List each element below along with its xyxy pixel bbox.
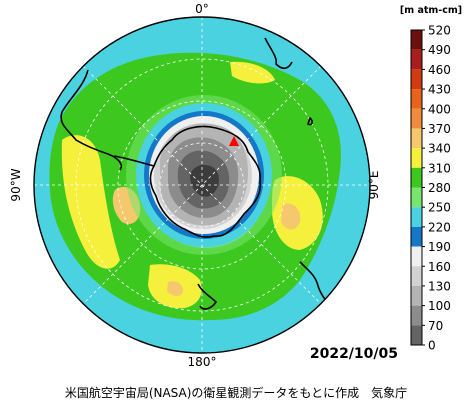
longitude-label-left: 90°W: [9, 168, 23, 201]
colorbar-band-310: [411, 167, 422, 188]
longitude-label-right: 90°E: [367, 171, 381, 200]
colorbar-unit: [m atm-cm]: [400, 5, 462, 16]
colorbar-tick-label: 220: [428, 220, 451, 234]
colorbar-frame: [410, 29, 423, 346]
ozone-spot-orange-2: [281, 203, 301, 230]
ozone-band-green: [49, 52, 341, 321]
colorbar-band-520: [411, 30, 422, 50]
colorbar-band-370: [411, 128, 422, 149]
station-marker: [229, 136, 239, 146]
ozone-spot-orange-3: [167, 281, 184, 296]
colorbar-tick-label: 100: [428, 299, 451, 313]
ozone-patch-yellow-top: [230, 61, 275, 84]
new-zealand-coastline: [197, 283, 217, 310]
colorbar: 520 490 460 430 400 370 340 310 280 250 220 190 160 1…: [410, 24, 451, 353]
colorbar-band-250: [411, 207, 422, 227]
indian-ocean-island-coastline: [307, 117, 313, 126]
colorbar-band-430: [411, 89, 422, 109]
graticule: [34, 17, 370, 353]
colorbar-band-160: [411, 266, 422, 286]
colorbar-band-100: [411, 305, 422, 326]
colorbar-band-70: [411, 325, 422, 345]
colorbar-tick-label: 430: [428, 83, 451, 97]
colorbar-tick-label: 460: [428, 63, 451, 77]
colorbar-tick-label: 190: [428, 240, 451, 254]
colorbar-tick-label: 340: [428, 142, 451, 156]
colorbar-tick-label: 490: [428, 43, 451, 57]
colorbar-tick-label: 160: [428, 260, 451, 274]
colorbar-tick-label: 400: [428, 102, 451, 116]
colorbar-band-130: [411, 285, 422, 306]
colorbar-band-190: [411, 246, 422, 267]
colorbar-tick-label: 310: [428, 161, 451, 175]
ozone-map: [34, 17, 370, 353]
colorbar-band-490: [411, 49, 422, 70]
colorbar-band-460: [411, 69, 422, 90]
antarctic-peninsula-coastline: [113, 155, 155, 167]
colorbar-tick-label: 130: [428, 279, 451, 293]
colorbar-tick-label: 280: [428, 181, 451, 195]
ozone-patch-yellow-left: [61, 135, 120, 269]
south-america-coastline: [60, 69, 123, 171]
colorbar-band-280: [411, 187, 422, 208]
colorbar-tick-label: 70: [428, 319, 443, 333]
antarctica-coastline: [149, 125, 262, 238]
longitude-label-top: 0°: [195, 2, 209, 16]
colorbar-band-400: [411, 108, 422, 129]
colorbar-tick-label: 0: [428, 339, 436, 353]
colorbar-tick-label: 250: [428, 201, 451, 215]
colorbar-tick-label: 370: [428, 122, 451, 136]
ozone-hole-level-0: [190, 164, 219, 197]
longitude-label-bottom: 180°: [188, 355, 217, 369]
data-credit: 米国航空宇宙局(NASA)の衛星観測データをもとに作成 気象庁: [65, 385, 407, 400]
observation-date: 2022/10/05: [310, 346, 398, 362]
colorbar-band-220: [411, 226, 422, 247]
colorbar-tick-label: 520: [428, 24, 451, 38]
africa-coastline: [264, 37, 293, 70]
colorbar-band-340: [411, 148, 422, 168]
globe-outline: [33, 16, 371, 354]
